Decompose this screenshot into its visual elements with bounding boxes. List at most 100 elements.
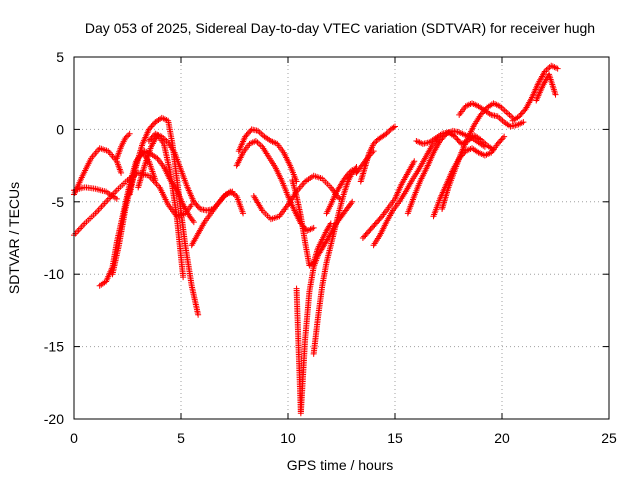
data-point	[519, 109, 526, 116]
data-point	[145, 137, 152, 144]
plot-frame	[73, 56, 610, 420]
data-point	[152, 177, 159, 184]
data-point	[370, 140, 377, 147]
data-point	[192, 200, 199, 207]
data-point	[189, 217, 196, 224]
data-point	[247, 127, 254, 134]
y-tick-label: -10	[44, 266, 64, 282]
data-point	[372, 139, 379, 146]
x-tick-label: 20	[494, 430, 510, 446]
data-point	[375, 217, 382, 224]
data-point	[148, 123, 155, 130]
series-pass-15	[293, 198, 356, 417]
series-pass-24	[439, 100, 516, 213]
data-point	[384, 129, 391, 136]
series-pass-16	[310, 164, 360, 357]
data-point	[126, 130, 133, 137]
data-point	[125, 132, 132, 139]
data-point	[501, 133, 508, 140]
data-point	[372, 220, 379, 227]
data-point	[516, 113, 523, 120]
data-point	[392, 123, 398, 130]
data-point	[180, 274, 187, 281]
data-point	[361, 233, 368, 240]
x-tick-label: 5	[177, 430, 185, 446]
data-point	[327, 220, 334, 227]
data-point	[242, 133, 249, 140]
series-pass-11	[235, 126, 300, 185]
data-point	[240, 210, 247, 217]
y-tick-labels: 5 0 -5 -10 -15 -20	[44, 49, 64, 427]
data-point	[363, 230, 370, 237]
data-point	[371, 221, 378, 228]
data-point	[477, 111, 484, 118]
series-pass-22	[413, 129, 497, 153]
series-pass-20	[370, 135, 441, 249]
data-point	[451, 133, 458, 140]
series-pass-19	[359, 158, 418, 241]
data-point	[552, 91, 559, 98]
y-axis-label: SDTVAR / TECUs	[6, 182, 22, 294]
series-pass-26	[509, 62, 561, 124]
data-point	[496, 139, 503, 146]
x-tick-label: 10	[280, 430, 296, 446]
data-point	[151, 120, 158, 127]
series-pass-18	[357, 123, 398, 185]
data-point	[194, 203, 201, 210]
data-point	[383, 130, 390, 137]
x-tick-label: 15	[387, 430, 403, 446]
series-pass-25	[456, 100, 527, 130]
data-point	[193, 201, 200, 208]
axis-ticks	[73, 56, 610, 420]
data-point	[244, 130, 251, 137]
series-pass-10	[188, 188, 247, 249]
data-point	[149, 122, 156, 129]
grid	[74, 57, 609, 419]
data-point	[149, 133, 156, 140]
data-point	[118, 169, 125, 176]
data-point	[454, 136, 461, 143]
data-point	[349, 198, 356, 205]
data-point	[518, 110, 525, 117]
data-point	[123, 133, 130, 140]
y-tick-label: -15	[44, 339, 64, 355]
data-point	[147, 136, 154, 143]
data-point	[113, 195, 120, 202]
series-pass-03	[71, 184, 120, 202]
data-point	[346, 169, 353, 176]
data-point	[348, 200, 355, 207]
x-tick-label: 25	[601, 430, 617, 446]
data-point	[438, 136, 445, 143]
data-point	[368, 224, 375, 231]
data-point	[374, 219, 381, 226]
series-pass-13	[250, 172, 343, 223]
y-tick-label: -20	[44, 411, 64, 427]
data-point	[370, 223, 377, 230]
data-point	[365, 229, 372, 236]
data-point	[499, 135, 506, 142]
y-tick-label: -5	[52, 194, 65, 210]
data-point	[362, 232, 369, 239]
y-tick-label: 0	[56, 121, 64, 137]
data-point	[190, 219, 197, 226]
x-tick-labels: 0 5 10 15 20 25	[70, 430, 617, 446]
data-point	[376, 216, 383, 223]
data-point	[455, 137, 462, 144]
data-point	[498, 136, 505, 143]
y-tick-label: 5	[56, 49, 64, 65]
series-pass-14	[289, 177, 334, 269]
data-point	[436, 137, 443, 144]
data-point	[411, 158, 418, 165]
data-point	[122, 135, 129, 142]
data-point	[190, 198, 197, 205]
series-pass-08	[135, 132, 187, 281]
chart-title: Day 053 of 2025, Sidereal Day-to-day VTE…	[85, 20, 595, 36]
data-point	[359, 235, 366, 241]
data-point	[390, 124, 397, 131]
data-marks	[71, 62, 561, 417]
data-point	[497, 137, 504, 144]
data-point	[344, 171, 351, 178]
data-point	[453, 135, 460, 142]
data-point	[246, 129, 253, 136]
data-point	[554, 65, 561, 72]
